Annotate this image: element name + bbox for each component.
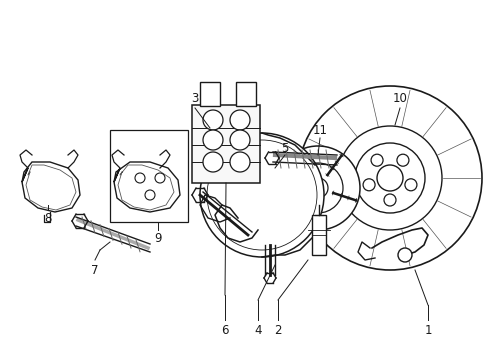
- Text: 7: 7: [91, 264, 99, 276]
- Bar: [311, 215, 325, 255]
- Circle shape: [203, 152, 223, 172]
- Circle shape: [297, 86, 481, 270]
- Text: 11: 11: [312, 123, 327, 136]
- Text: 10: 10: [392, 91, 407, 104]
- Circle shape: [404, 179, 416, 191]
- Text: 5: 5: [281, 141, 288, 154]
- Circle shape: [200, 133, 324, 257]
- Bar: [200, 82, 220, 106]
- Circle shape: [145, 190, 155, 200]
- Text: 1: 1: [424, 324, 431, 337]
- Circle shape: [229, 110, 249, 130]
- Circle shape: [135, 173, 145, 183]
- Text: 8: 8: [44, 212, 52, 225]
- Polygon shape: [22, 162, 80, 212]
- Circle shape: [383, 194, 395, 206]
- Polygon shape: [114, 162, 180, 212]
- Circle shape: [275, 146, 359, 230]
- Circle shape: [337, 126, 441, 230]
- Circle shape: [307, 178, 327, 198]
- Circle shape: [229, 152, 249, 172]
- Circle shape: [203, 110, 223, 130]
- Circle shape: [203, 130, 223, 150]
- Circle shape: [229, 130, 249, 150]
- Text: 4: 4: [254, 324, 261, 337]
- Circle shape: [370, 154, 382, 166]
- Circle shape: [354, 143, 424, 213]
- Text: 6: 6: [221, 324, 228, 337]
- Circle shape: [396, 154, 408, 166]
- Bar: [110, 130, 187, 222]
- Text: 2: 2: [274, 324, 281, 337]
- Circle shape: [362, 179, 374, 191]
- Bar: [236, 82, 256, 106]
- Circle shape: [397, 248, 411, 262]
- Text: 3: 3: [191, 91, 198, 104]
- Circle shape: [206, 140, 316, 250]
- Circle shape: [155, 173, 164, 183]
- Circle shape: [292, 163, 342, 213]
- Circle shape: [376, 165, 402, 191]
- Text: 9: 9: [154, 231, 162, 244]
- Bar: [192, 105, 260, 183]
